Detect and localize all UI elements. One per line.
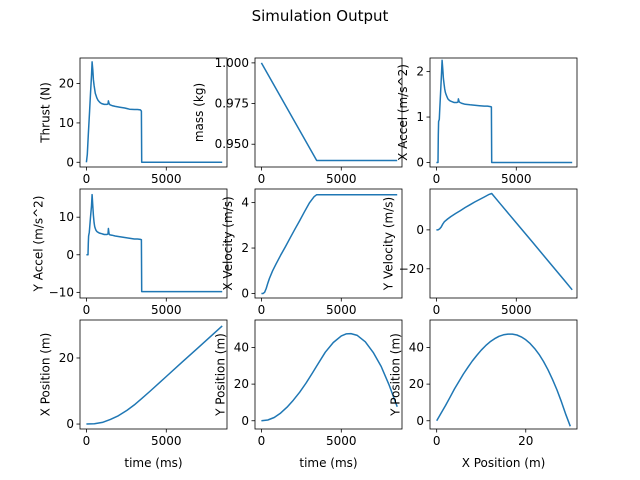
x-tick-label: 0 [433,434,441,448]
x-axis-label: X Position (m) [462,456,546,470]
y-axis-label: Y Position (m) [389,333,403,417]
subplot-traj: 0 20 0 20 40 Y Position (m) X Position (m) [389,319,578,470]
series-line-mass [260,62,398,162]
axes-frame [79,319,228,430]
y-tick-label: 20 [234,377,249,391]
y-axis-label: Thrust (N) [39,82,53,144]
axes-frame [79,188,228,299]
x-tick-label: 5000 [151,303,182,317]
x-tick-label: 0 [258,303,266,317]
subplot-yaccel: 0 5000 −10 0 10 Y Accel (m/s^2) [31,188,228,317]
x-tick-label: 5000 [326,434,357,448]
x-tick-label: 0 [258,434,266,448]
y-tick-label: 10 [59,116,74,130]
y-axis-label: X Position (m) [39,333,53,417]
y-tick-label: 1.000 [215,56,249,70]
series-line-traj [436,333,572,427]
x-tick-label: 0 [83,303,91,317]
subplot-yvel: 0 5000 −20 0 Y Velocity (m/s) [381,188,578,317]
series-line-xaccel [436,59,573,164]
y-tick-label: 0 [416,414,424,428]
y-tick-label: 20 [59,351,74,365]
y-tick-label: 2 [416,65,424,79]
series-line-yaccel [86,193,223,293]
y-axis-label: Y Accel (m/s^2) [31,196,45,293]
subplot-mass: 0 5000 0.950 0.975 1.000 mass (kg) [192,56,403,186]
y-tick-label: 1 [416,110,424,124]
y-axis-label: X Accel (m/s^2) [396,64,410,161]
y-tick-label: 2 [241,241,249,255]
series-line-xvel [261,193,398,295]
y-axis-label: mass (kg) [192,83,206,142]
series-line-ypos [261,332,398,422]
y-tick-label: 0 [66,417,74,431]
axes-frame [429,319,578,430]
y-tick-label: 10 [59,210,74,224]
figure-title: Simulation Output [252,7,389,25]
y-tick-label: 40 [409,340,424,354]
x-tick-label: 0 [433,303,441,317]
y-tick-label: 0 [241,414,249,428]
x-tick-label: 5000 [501,303,532,317]
series-line-yvel [436,192,573,291]
axes-frame [254,319,403,430]
series-line-xpos [86,325,223,425]
x-tick-label: 5000 [151,434,182,448]
y-tick-label: 0.975 [215,97,249,111]
x-tick-label: 0 [83,434,91,448]
y-tick-label: 0 [241,286,249,300]
x-tick-label: 0 [433,172,441,186]
y-tick-label: 0 [416,155,424,169]
x-tick-label: 0 [258,172,266,186]
x-tick-label: 20 [518,434,533,448]
y-axis-label: Y Velocity (m/s) [381,197,395,291]
subplot-ypos: 0 5000 0 20 40 Y Position (m) time (ms) [214,319,403,470]
y-tick-label: 20 [59,77,74,91]
y-tick-label: 0.950 [215,137,249,151]
y-tick-label: 0 [416,223,424,237]
axes-frame [254,57,403,168]
x-tick-label: 5000 [501,172,532,186]
subplot-xpos: 0 5000 0 20 X Position (m) time (ms) [39,319,228,470]
x-tick-label: 5000 [326,172,357,186]
y-tick-label: −10 [49,285,74,299]
y-tick-label: 0 [66,155,74,169]
x-axis-label: time (ms) [299,456,357,470]
subplot-thrust: 0 5000 0 10 20 Thrust (N) [39,57,228,186]
axes-frame [429,57,578,168]
y-tick-label: 40 [234,340,249,354]
subplot-xvel: 0 5000 0 2 4 X Velocity (m/s) [221,188,403,317]
x-tick-label: 5000 [151,172,182,186]
axes-frame [254,188,403,299]
series-line-thrust [85,61,223,164]
x-tick-label: 0 [83,172,91,186]
y-tick-label: 0 [66,248,74,262]
y-tick-label: 20 [409,377,424,391]
x-axis-label: time (ms) [124,456,182,470]
axes-frame [79,57,228,168]
x-tick-label: 5000 [326,303,357,317]
y-axis-label: Y Position (m) [214,333,228,417]
y-tick-label: −20 [399,262,424,276]
y-tick-label: 4 [241,196,249,210]
y-axis-label: X Velocity (m/s) [221,196,235,290]
axes-frame [429,188,578,299]
subplot-xaccel: 0 5000 0 1 2 X Accel (m/s^2) [396,57,578,186]
